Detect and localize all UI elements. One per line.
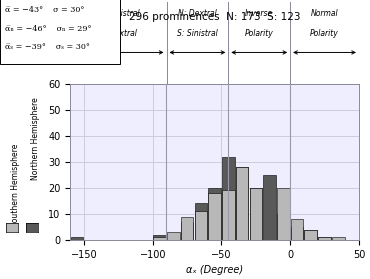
Text: Northern Hemisphere: Northern Hemisphere [31, 97, 40, 180]
Text: α̅ₙ = −46°    σₙ = 29°: α̅ₙ = −46° σₙ = 29° [5, 25, 91, 33]
Bar [71, 237, 84, 240]
Bar [167, 232, 180, 240]
Bar [305, 230, 317, 240]
Text: Inverse: Inverse [245, 9, 273, 18]
Text: α̅ = −43°    σ = 30°: α̅ = −43° σ = 30° [5, 6, 84, 14]
X-axis label: αₓ (Degree): αₓ (Degree) [186, 265, 243, 275]
Bar [305, 230, 317, 240]
Bar [332, 237, 344, 240]
Bar [195, 203, 207, 240]
Bar [249, 188, 262, 240]
Text: Normal: Normal [311, 9, 338, 18]
Text: Polarity: Polarity [245, 29, 274, 39]
Bar [291, 219, 303, 240]
Text: N: Sinistral: N: Sinistral [98, 9, 139, 18]
Text: Southern Hemisphere: Southern Hemisphere [11, 144, 20, 227]
Bar [222, 191, 235, 240]
Bar [222, 157, 235, 240]
Bar [181, 217, 194, 240]
Text: S: Dextral: S: Dextral [100, 29, 137, 39]
Bar [181, 222, 194, 240]
Bar [249, 188, 262, 240]
Bar [208, 193, 221, 240]
Bar [318, 237, 331, 240]
Bar [208, 188, 221, 240]
Text: N: Dextral: N: Dextral [178, 9, 217, 18]
Bar [236, 167, 248, 240]
Bar [236, 167, 248, 240]
Bar [153, 237, 166, 240]
Bar [195, 211, 207, 240]
Bar [291, 227, 303, 240]
Text: α̅ₛ = −39°    σₛ = 30°: α̅ₛ = −39° σₛ = 30° [5, 43, 90, 51]
Bar [318, 237, 331, 240]
Bar [153, 235, 166, 240]
Bar [277, 188, 290, 240]
Bar [263, 175, 276, 240]
Title: 296 prominences  N: 173  S: 123: 296 prominences N: 173 S: 123 [129, 12, 300, 22]
Text: S: Sinistral: S: Sinistral [177, 29, 218, 39]
Text: Polarity: Polarity [310, 29, 339, 39]
Bar [277, 214, 290, 240]
